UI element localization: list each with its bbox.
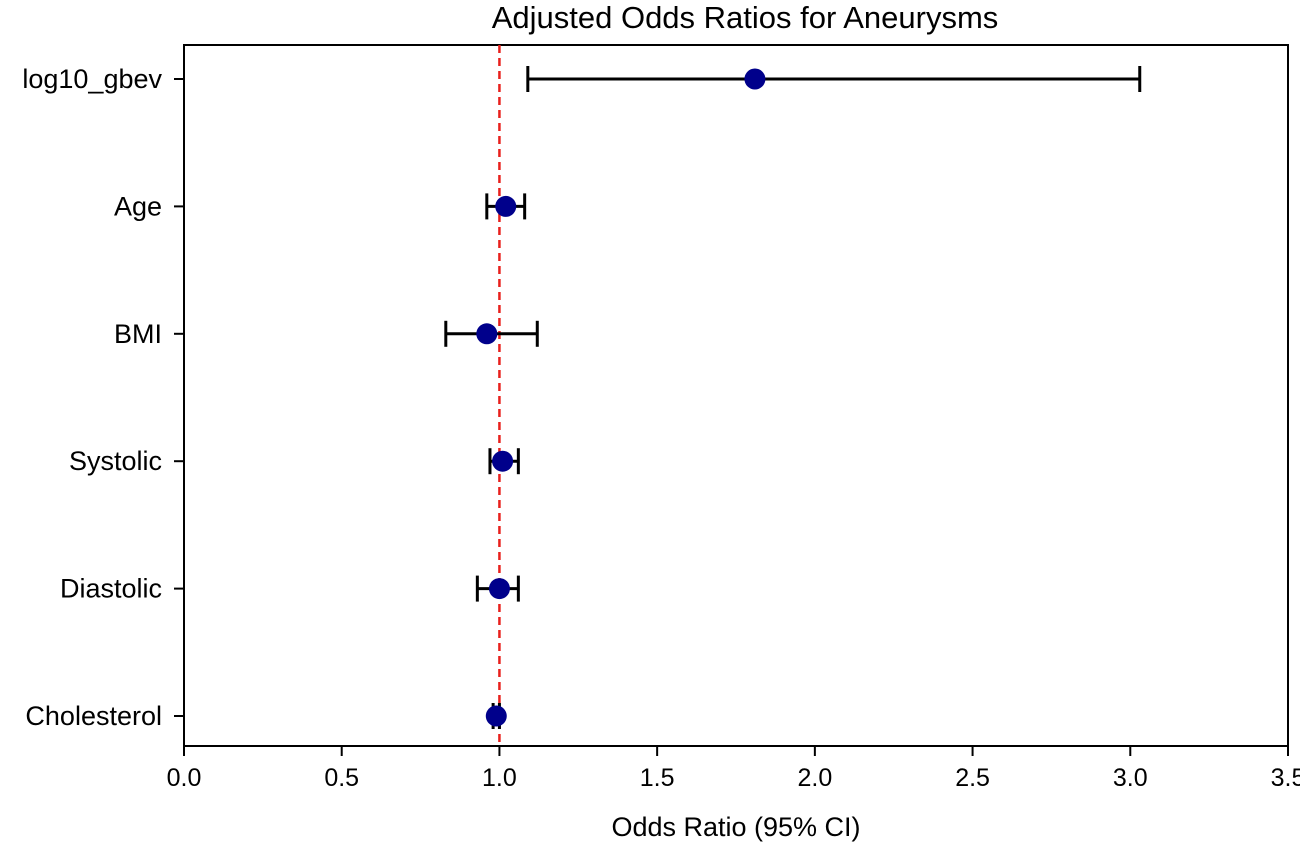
chart-title: Adjusted Odds Ratios for Aneurysms — [492, 0, 999, 35]
data-point — [495, 195, 517, 217]
x-tick-label: 3.0 — [1113, 764, 1148, 792]
x-axis: 0.0 0.5 1.0 1.5 2.0 2.5 3.0 3.5 — [167, 746, 1300, 792]
data-point — [744, 68, 766, 90]
x-tick-label: 1.5 — [640, 764, 675, 792]
x-tick-label: 1.0 — [482, 764, 517, 792]
x-tick-label: 0.5 — [324, 764, 359, 792]
y-category-label: BMI — [114, 319, 162, 349]
x-tick-label: 2.0 — [797, 764, 832, 792]
error-bar — [526, 66, 1142, 92]
error-bars-layer — [444, 66, 1142, 729]
y-category-label: Cholesterol — [25, 701, 162, 731]
y-category-label: log10_gbev — [22, 64, 162, 94]
y-category-label: Diastolic — [60, 574, 162, 604]
plot-area-frame — [183, 44, 1289, 747]
data-point — [488, 578, 510, 600]
y-category-label: Age — [114, 191, 162, 221]
points-layer — [476, 68, 766, 727]
data-point — [492, 450, 514, 472]
data-point — [476, 323, 498, 345]
y-category-label: Systolic — [69, 446, 162, 476]
x-axis-label: Odds Ratio (95% CI) — [611, 812, 860, 842]
x-tick-label: 3.5 — [1271, 764, 1300, 792]
data-point — [485, 705, 507, 727]
x-tick-label: 2.5 — [955, 764, 990, 792]
y-axis: log10_gbev Age BMI Systolic Diastolic Cholest… — [22, 64, 184, 731]
x-tick-label: 0.0 — [167, 764, 202, 792]
